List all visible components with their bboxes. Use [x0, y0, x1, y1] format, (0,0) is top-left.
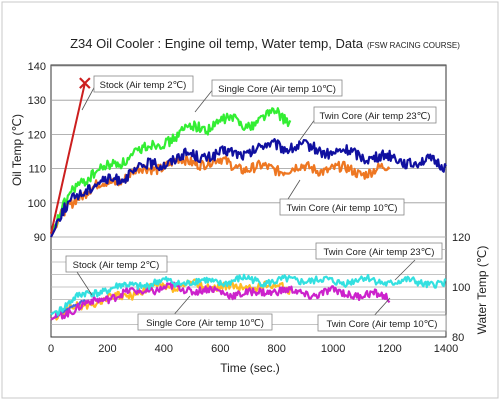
annotation-top-stock: Stock (Air temp 2℃) [93, 75, 194, 93]
svg-text:Twin Core (Air temp 23℃): Twin Core (Air temp 23℃) [324, 247, 435, 258]
oil-temp-series [50, 77, 447, 238]
svg-text:Single Core (Air temp 10℃): Single Core (Air temp 10℃) [218, 84, 336, 95]
x-tick-3: 600 [211, 343, 229, 355]
y-tick-water-0: 80 [452, 332, 464, 344]
leader-bot-single [171, 295, 191, 318]
leader-top-single [194, 87, 215, 113]
y-tick-oil-2: 110 [28, 164, 46, 176]
svg-text:Twin Core (Air temp 23℃): Twin Core (Air temp 23℃) [320, 111, 431, 122]
x-tick-6: 1200 [377, 343, 401, 355]
y-axis-label-water: Water Temp (℃) [475, 246, 489, 335]
annotation-bot-twin10: Twin Core (Air temp 10℃) [317, 314, 447, 332]
annotation-top-twin23: Twin Core (Air temp 23℃) [313, 106, 437, 124]
chart-title: Z34 Oil Cooler : Engine oil temp, Water … [70, 36, 460, 51]
x-tick-1: 200 [98, 343, 116, 355]
y-tick-oil-1: 100 [28, 198, 46, 210]
leader-bot-twin23 [394, 259, 416, 281]
oil-series-line-1 [50, 107, 292, 235]
x-tick-5: 1000 [321, 343, 345, 355]
svg-text:Stock (Air temp 2℃): Stock (Air temp 2℃) [73, 260, 160, 271]
annotation-top-twin10: Twin Core (Air temp 10℃) [279, 198, 405, 216]
y-tick-oil-5: 140 [28, 61, 46, 73]
y-tick-oil-0: 90 [34, 232, 46, 244]
svg-text:Stock (Air temp 2℃): Stock (Air temp 2℃) [100, 80, 187, 91]
water-series-line-2 [50, 273, 447, 317]
x-axis-label: Time (sec.) [220, 361, 280, 375]
oil-series-end-marker-0 [79, 77, 91, 89]
x-tick-2: 400 [155, 343, 173, 355]
x-tick-4: 800 [268, 343, 286, 355]
x-tick-0: 0 [48, 343, 54, 355]
y-axis-label-oil: Oil Temp (℃) [10, 114, 24, 186]
y-tick-oil-4: 130 [28, 95, 46, 107]
annotation-bot-single: Single Core (Air temp 10℃) [137, 313, 273, 331]
water-temp-series [50, 273, 447, 321]
svg-text:Twin Core (Air temp 10℃): Twin Core (Air temp 10℃) [327, 319, 438, 330]
x-tick-7: 1400 [434, 343, 458, 355]
y-tick-water-2: 120 [452, 232, 470, 244]
y-tick-oil-3: 120 [28, 129, 46, 141]
water-series-line-3 [50, 281, 391, 321]
annotation-top-single: Single Core (Air temp 10℃) [211, 79, 343, 97]
annotation-bot-stock: Stock (Air temp 2℃) [65, 255, 168, 273]
svg-text:Twin Core (Air temp 10℃): Twin Core (Air temp 10℃) [287, 203, 398, 214]
y-tick-water-1: 100 [452, 282, 470, 294]
svg-text:Single Core (Air temp 10℃): Single Core (Air temp 10℃) [146, 318, 264, 329]
oil-series-line-0 [50, 82, 86, 234]
oil-series-line-2 [50, 138, 447, 238]
leader-bot-stock [76, 271, 93, 296]
annotation-bot-twin23: Twin Core (Air temp 23℃) [315, 242, 443, 260]
